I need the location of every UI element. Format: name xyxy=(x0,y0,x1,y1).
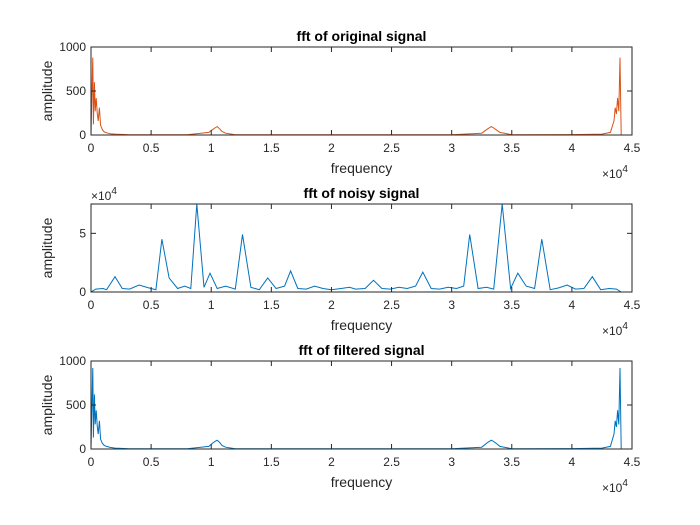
x-tick-label: 1.5 xyxy=(263,455,280,469)
x-tick-label: 0 xyxy=(88,455,95,469)
x-tick-label: 1.5 xyxy=(263,298,280,312)
chart-title: fft of original signal xyxy=(297,28,427,44)
chart-title: fft of filtered signal xyxy=(299,342,425,358)
x-tick-label: 4.5 xyxy=(624,455,641,469)
x-tick-label: 0.5 xyxy=(143,455,160,469)
x-tick-label: 0 xyxy=(88,141,95,155)
x-tick-label: 2.5 xyxy=(383,455,400,469)
x-tick-label: 3 xyxy=(448,455,455,469)
x-tick-label: 1 xyxy=(208,141,215,155)
x-tick-label: 2.5 xyxy=(383,298,400,312)
x-tick-label: 4 xyxy=(569,455,576,469)
y-axis-label: amplitude xyxy=(39,374,55,435)
subplot-2: fft of noisy signal 0 0.5 1 1.5 2 2.5 3 3.5 4 4.5 0… xyxy=(39,185,641,338)
x-tick-label: 3 xyxy=(448,141,455,155)
x-tick-label: 3.5 xyxy=(503,141,520,155)
chart-title: fft of noisy signal xyxy=(304,185,420,201)
subplot-3: fft of filtered signal 0 0.5 1 1.5 2 2.5 3 3.5 4 4… xyxy=(39,342,641,495)
axes-box xyxy=(90,360,633,450)
x-tick-label: 2.5 xyxy=(383,141,400,155)
y-axis-label: amplitude xyxy=(39,60,55,121)
x-tick-label: 0 xyxy=(88,298,95,312)
x-tick-label: 2 xyxy=(328,141,335,155)
x-tick-label: 4 xyxy=(569,141,576,155)
axes-box xyxy=(90,203,633,293)
x-tick-label: 1 xyxy=(208,455,215,469)
y-tick-label: 1000 xyxy=(59,354,86,368)
x-tick-label: 4.5 xyxy=(624,298,641,312)
series-line xyxy=(91,367,622,449)
x-axis-label: frequency xyxy=(331,317,392,333)
axes-box xyxy=(90,46,633,136)
y-exponent-label: ×104 xyxy=(91,186,117,203)
x-axis-label: frequency xyxy=(331,160,392,176)
x-tick-label: 3.5 xyxy=(503,455,520,469)
x-exponent-label: ×104 xyxy=(602,164,628,181)
y-tick-label: 0 xyxy=(79,285,86,299)
x-tick-label: 0.5 xyxy=(143,141,160,155)
y-tick-label: 5 xyxy=(79,226,86,240)
x-tick-label: 2 xyxy=(328,298,335,312)
x-tick-label: 3.5 xyxy=(503,298,520,312)
series-line xyxy=(91,204,622,292)
x-tick-label: 1 xyxy=(208,298,215,312)
y-tick-label: 1000 xyxy=(59,40,86,54)
x-exponent-label: ×104 xyxy=(602,478,628,495)
x-axis-label: frequency xyxy=(331,474,392,490)
x-exponent-label: ×104 xyxy=(602,321,628,338)
x-tick-label: 1.5 xyxy=(263,141,280,155)
y-axis-label: amplitude xyxy=(39,217,55,278)
x-tick-label: 0.5 xyxy=(143,298,160,312)
x-tick-label: 4.5 xyxy=(624,141,641,155)
y-tick-label: 0 xyxy=(79,128,86,142)
x-tick-label: 3 xyxy=(448,298,455,312)
subplot-1: fft of original signal 0 0.5 1 1.5 2 2.5 3 3.5 4 4… xyxy=(39,28,641,181)
y-tick-label: 500 xyxy=(66,84,86,98)
y-tick-label: 0 xyxy=(79,442,86,456)
y-tick-label: 500 xyxy=(66,398,86,412)
series-line xyxy=(91,57,622,135)
x-tick-label: 2 xyxy=(328,455,335,469)
x-tick-label: 4 xyxy=(569,298,576,312)
